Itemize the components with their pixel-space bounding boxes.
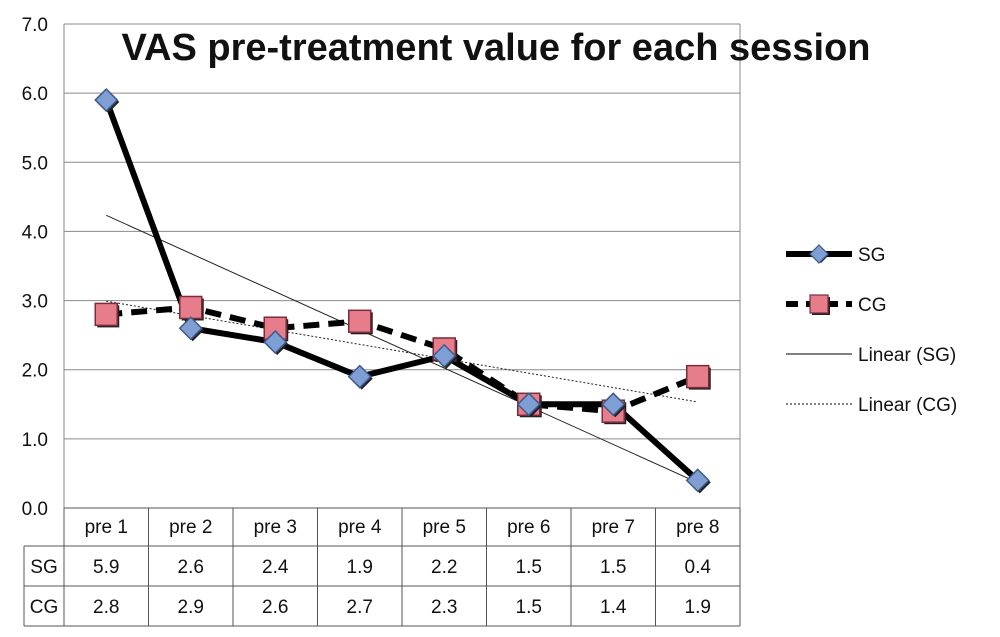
legend-square-icon — [809, 294, 829, 314]
data-value-label: 2.7 — [347, 597, 373, 618]
table-series-name: SG — [30, 557, 57, 578]
y-tick-label: 2.0 — [22, 361, 48, 382]
markers-sg — [94, 87, 711, 494]
legend-diamond-icon — [809, 244, 829, 264]
legend-label-sg: SG — [858, 245, 885, 266]
data-value-label: 2.9 — [178, 597, 204, 618]
legend-item-linear-cg: Linear (CG) — [786, 395, 957, 416]
y-tick-label: 6.0 — [22, 84, 48, 105]
x-category-label: pre 7 — [592, 517, 635, 538]
y-tick-label: 0.0 — [22, 499, 48, 520]
trendline-cg — [106, 300, 698, 403]
data-value-label: 1.9 — [685, 597, 711, 618]
legend-item-sg: SG — [786, 244, 885, 266]
data-point-sg — [94, 87, 119, 113]
data-value-label: 2.6 — [262, 597, 288, 618]
legend: SG CG Linear (SG) Linear (CG) — [786, 244, 957, 416]
data-table: pre 1 pre 2 pre 3 pre 4 pre 5 pre 6 pre 7 pre 8… — [23, 507, 741, 627]
data-value-label: 1.5 — [600, 557, 626, 578]
x-category-label: pre 4 — [338, 517, 382, 538]
data-point-sg — [432, 343, 457, 368]
data-point-sg — [516, 392, 541, 417]
legend-label-linear-sg: Linear (SG) — [858, 345, 956, 366]
data-point-sg — [178, 316, 203, 341]
data-value-label: 0.4 — [685, 557, 712, 578]
grid-lines — [63, 23, 741, 509]
series-sg — [103, 97, 701, 484]
y-tick-label: 1.0 — [22, 430, 48, 451]
data-point-sg — [685, 468, 710, 493]
data-value-label: 1.9 — [347, 557, 373, 578]
data-value-label: 1.4 — [600, 597, 627, 618]
data-point-cg — [94, 302, 118, 327]
data-point-sg — [263, 329, 288, 355]
data-series — [94, 87, 711, 494]
x-category-label: pre 8 — [676, 517, 719, 538]
x-category-label: pre 3 — [254, 517, 297, 538]
data-value-label: 5.9 — [93, 557, 119, 578]
data-point-sg — [347, 364, 372, 389]
series-cg — [106, 304, 699, 415]
data-value-label: 2.2 — [431, 557, 457, 578]
y-tick-label: 3.0 — [22, 292, 48, 313]
chart-title: VAS pre-treatment value for each session — [122, 27, 871, 69]
y-tick-label: 5.0 — [22, 153, 48, 174]
trendlines — [106, 214, 698, 484]
x-category-label: pre 1 — [85, 517, 128, 538]
legend-item-linear-sg: Linear (SG) — [786, 345, 956, 366]
trendline-sg — [106, 214, 698, 484]
legend-label-cg: CG — [858, 295, 887, 316]
x-category-label: pre 5 — [423, 517, 466, 538]
data-value-label: 1.5 — [516, 597, 542, 618]
data-value-label: 2.4 — [262, 557, 289, 578]
series-line-sg — [103, 97, 701, 484]
x-category-label: pre 2 — [169, 517, 212, 538]
data-point-cg — [179, 295, 203, 320]
y-axis: 0.0 1.0 2.0 3.0 4.0 5.0 6.0 7.0 — [22, 15, 48, 520]
data-value-label: 1.5 — [516, 557, 542, 578]
legend-item-cg: CG — [786, 294, 887, 316]
data-value-label: 2.3 — [431, 597, 457, 618]
x-category-label: pre 6 — [507, 517, 550, 538]
y-tick-label: 4.0 — [22, 222, 48, 243]
data-point-cg — [348, 309, 372, 334]
data-point-sg — [601, 392, 626, 417]
y-tick-label: 7.0 — [22, 15, 48, 36]
series-line-cg — [106, 304, 699, 415]
data-point-cg — [686, 364, 710, 389]
legend-label-linear-cg: Linear (CG) — [858, 395, 957, 416]
data-value-label: 2.8 — [93, 597, 119, 618]
table-series-name: CG — [30, 597, 59, 618]
data-value-label: 2.6 — [178, 557, 204, 578]
